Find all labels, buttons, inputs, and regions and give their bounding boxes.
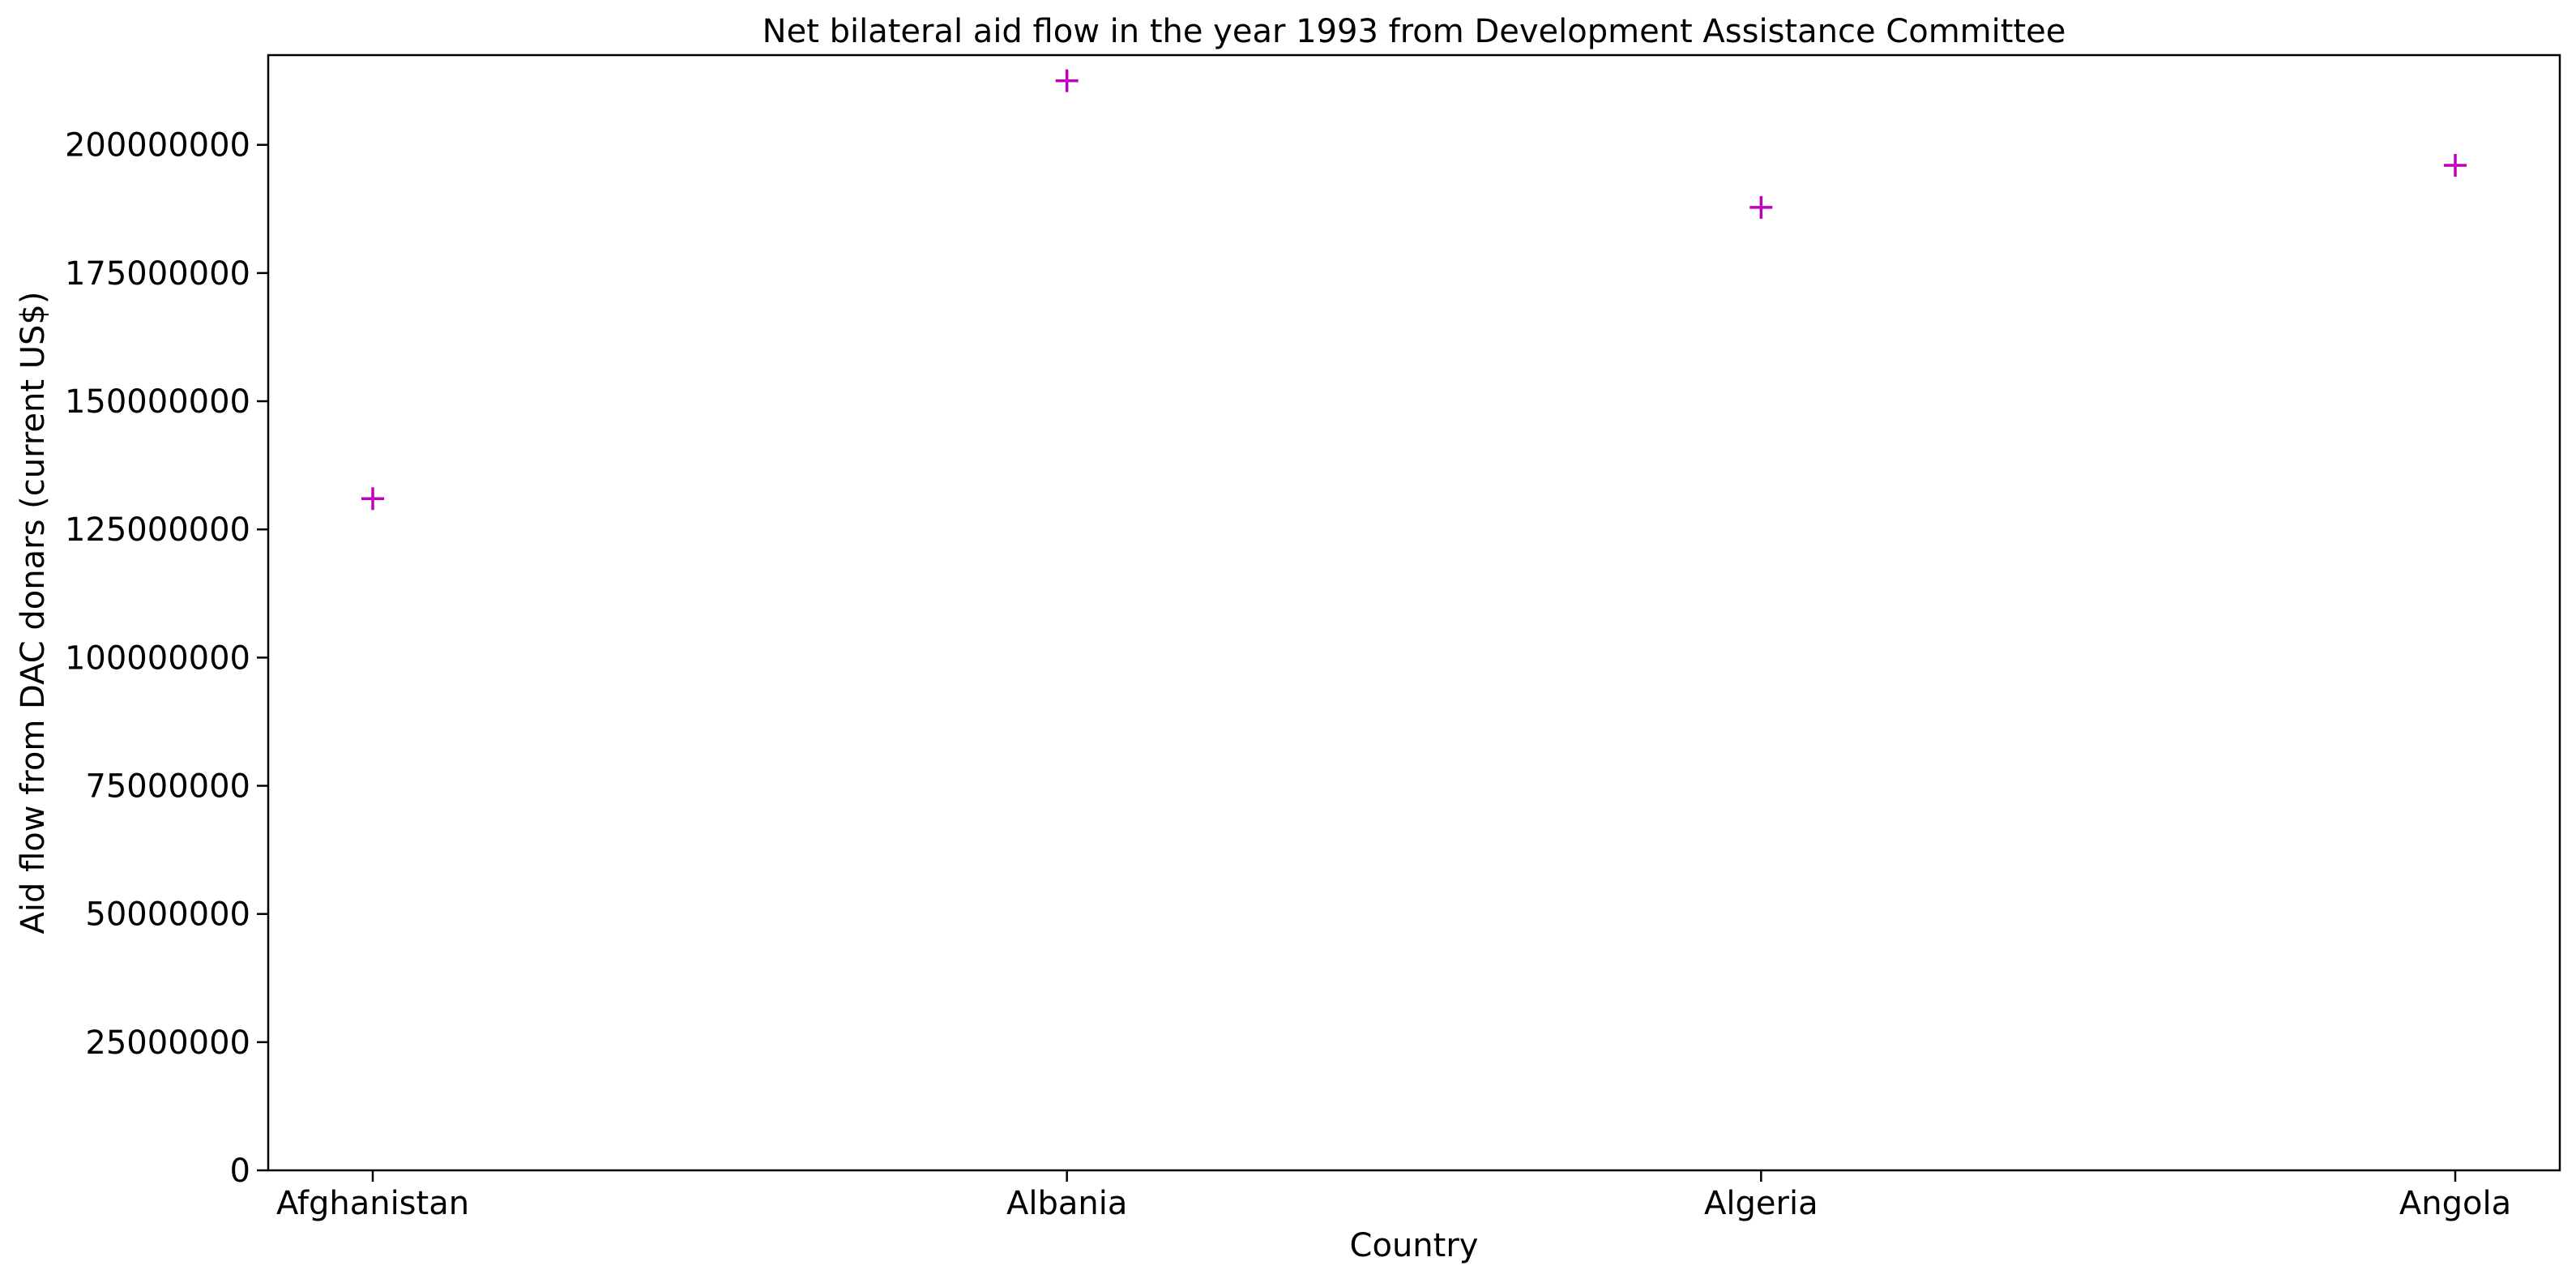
data-points <box>361 69 2467 511</box>
y-tick-label: 50000000 <box>85 896 250 934</box>
y-tick-label: 25000000 <box>85 1024 250 1062</box>
data-point-plus-marker <box>361 487 384 511</box>
data-point-plus-marker <box>1055 69 1079 92</box>
x-axis: Afghanistan Albania Algeria Angola <box>276 1170 2511 1222</box>
y-axis: 0 25000000 50000000 75000000 100000000 125000… <box>65 127 268 1190</box>
y-tick-label: 200000000 <box>65 127 250 165</box>
x-tick-label: Angola <box>2399 1185 2511 1222</box>
data-point-plus-marker <box>1749 195 1773 219</box>
x-tick-label: Algeria <box>1704 1185 1818 1222</box>
chart-title: Net bilateral aid flow in the year 1993 … <box>763 13 2066 50</box>
x-tick-label: Albania <box>1006 1185 1127 1222</box>
data-point-plus-marker <box>2444 154 2467 177</box>
y-tick-label: 125000000 <box>65 511 250 549</box>
y-tick-label: 175000000 <box>65 255 250 293</box>
y-axis-label: Aid flow from DAC donars (current US$) <box>15 292 52 934</box>
y-tick-label: 150000000 <box>65 383 250 421</box>
x-axis-label: Country <box>1350 1227 1479 1264</box>
y-tick-label: 0 <box>230 1153 250 1190</box>
y-tick-label: 75000000 <box>85 768 250 806</box>
x-tick-label: Afghanistan <box>276 1185 469 1222</box>
y-tick-label: 100000000 <box>65 639 250 677</box>
plot-area-frame <box>267 53 2561 1172</box>
